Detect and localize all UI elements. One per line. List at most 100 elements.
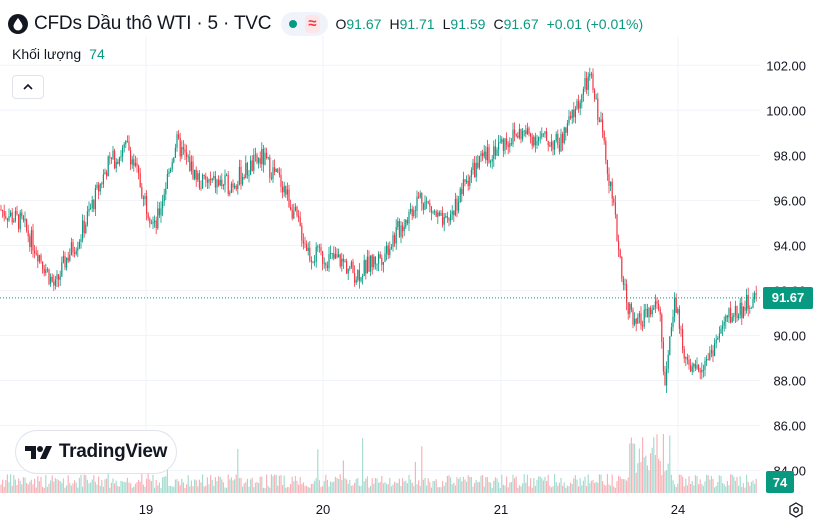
candle-body — [256, 154, 258, 163]
volume-legend[interactable]: Khối lượng 74 — [12, 46, 105, 62]
volume-bar — [626, 480, 628, 493]
candle-body — [112, 150, 114, 159]
volume-bar — [88, 483, 90, 493]
volume-bar — [6, 474, 8, 493]
collapse-legend-button[interactable] — [12, 75, 44, 99]
candle-body — [442, 212, 444, 225]
chart-settings-button[interactable] — [786, 500, 806, 520]
volume-bar — [475, 480, 477, 493]
candle-body — [168, 171, 170, 174]
candle-body — [62, 255, 64, 263]
candle-body — [18, 214, 20, 230]
volume-bar — [594, 482, 596, 493]
candle-body — [144, 196, 146, 199]
candle-body — [622, 278, 624, 285]
volume-bar — [48, 483, 50, 493]
candle-body — [555, 133, 557, 141]
volume-bar — [192, 486, 194, 493]
candle-body — [165, 188, 167, 195]
last-price-tag[interactable]: 91.67 — [763, 286, 813, 309]
volume-bar — [728, 485, 730, 493]
volume-bar — [491, 487, 493, 493]
candle-body — [730, 308, 732, 323]
candle-body — [176, 134, 178, 148]
volume-bar — [246, 478, 248, 493]
volume-bar — [701, 483, 703, 493]
candle-body — [355, 279, 357, 283]
price-axis[interactable]: 102.00100.0098.0096.0094.0092.0090.0088.… — [766, 58, 806, 478]
candle-body — [27, 230, 29, 237]
candle-body — [205, 176, 207, 180]
candle-body — [504, 138, 506, 151]
volume-bar — [485, 477, 487, 493]
volume-bar — [131, 487, 133, 493]
candle-body — [354, 273, 356, 283]
volume-bar — [152, 474, 154, 493]
candle-body — [141, 187, 143, 198]
candle-body — [630, 303, 632, 310]
volume-bar — [221, 479, 223, 493]
volume-bar — [392, 484, 394, 493]
volume-bar — [627, 477, 629, 493]
volume-bar — [275, 474, 277, 493]
y-tick-label: 96.00 — [773, 193, 806, 208]
candle-body — [275, 168, 277, 172]
candle-body — [683, 348, 685, 359]
market-status[interactable]: ≈ — [281, 12, 328, 36]
candle-body — [374, 256, 376, 265]
candle-body — [739, 302, 741, 316]
candle-body — [520, 128, 522, 139]
candle-body — [749, 308, 751, 309]
time-axis[interactable]: 19 20 21 24 — [139, 502, 685, 517]
volume-bar — [734, 480, 736, 493]
volume-bar — [565, 487, 567, 493]
volume-bar — [600, 474, 602, 493]
volume-bar — [648, 470, 650, 493]
volume-bar — [397, 482, 399, 493]
candle-body — [458, 201, 460, 211]
tradingview-logo[interactable]: TradingView — [16, 431, 176, 473]
candle-body — [467, 180, 469, 186]
volume-bar — [470, 476, 472, 493]
candle-body — [618, 240, 620, 250]
candle-body — [422, 203, 424, 210]
candle-body — [298, 215, 300, 218]
candle-body — [706, 359, 708, 361]
volume-bar — [544, 476, 546, 493]
volume-bar — [166, 463, 168, 493]
ohlc-values: O91.67 H91.71 L91.59 C91.67 +0.01 (+0.01… — [335, 16, 644, 32]
candle-body — [642, 325, 644, 327]
candle-body — [624, 284, 626, 286]
volume-bar — [144, 486, 146, 493]
volume-bar — [2, 479, 4, 493]
volume-bar — [171, 486, 173, 493]
candle-body — [2, 210, 4, 211]
candle-body — [149, 218, 151, 224]
volume-bar — [394, 481, 396, 493]
candle-body — [478, 156, 480, 168]
volume-bar — [674, 484, 676, 493]
volume-bar — [438, 487, 440, 493]
symbol-title[interactable]: CFDs Dầu thô WTI · 5 · TVC — [34, 13, 272, 34]
volume-bar — [530, 478, 532, 493]
volume-bar — [53, 481, 55, 493]
volume-bar — [653, 437, 655, 493]
volume-bar — [139, 481, 141, 493]
candle-body — [240, 166, 242, 185]
candle-body — [331, 253, 333, 254]
candle-body — [178, 134, 180, 138]
volume-bar — [110, 482, 112, 493]
candle-body — [677, 309, 679, 313]
volume-bar — [542, 480, 544, 493]
candle-body — [736, 306, 738, 319]
candle-body — [310, 260, 312, 262]
candle-body — [563, 127, 565, 143]
candle-body — [315, 246, 317, 262]
candle-body — [715, 339, 717, 344]
x-tick-label: 21 — [494, 502, 508, 517]
candle-body — [150, 223, 152, 225]
candle-body — [542, 133, 544, 135]
volume-bar — [102, 486, 104, 493]
volume-bar — [173, 486, 175, 493]
